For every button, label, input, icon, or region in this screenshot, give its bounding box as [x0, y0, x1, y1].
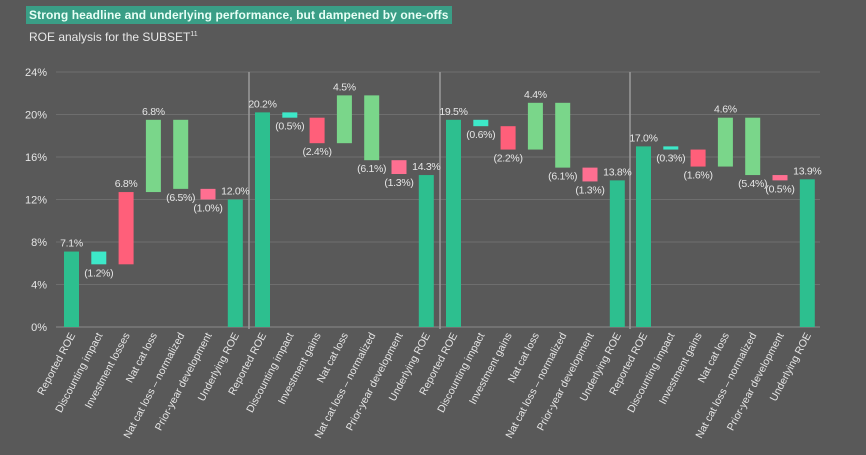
waterfall-bar	[772, 175, 788, 181]
waterfall-bar	[609, 180, 625, 327]
waterfall-bar	[799, 179, 815, 327]
value-label: 6.8%	[142, 106, 165, 118]
waterfall-bar	[91, 251, 107, 265]
waterfall-bar	[309, 117, 325, 144]
chart-subtitle: ROE analysis for the SUBSET11	[29, 30, 198, 44]
y-tick-label: 8%	[31, 237, 47, 249]
value-label: (1.3%)	[384, 177, 413, 189]
waterfall-bar	[391, 160, 407, 174]
value-label: (2.2%)	[494, 153, 523, 165]
value-label: (0.5%)	[275, 121, 304, 133]
y-tick-label: 12%	[25, 195, 47, 207]
waterfall-bar	[418, 175, 434, 327]
waterfall-bar	[64, 251, 79, 327]
waterfall-bar	[227, 199, 243, 327]
waterfall-bar	[145, 119, 161, 193]
value-label: (1.6%)	[684, 170, 713, 182]
value-label: 13.9%	[793, 165, 821, 177]
waterfall-bar	[364, 95, 380, 161]
waterfall-bar	[473, 119, 489, 127]
footnote-marker: 11	[190, 31, 198, 38]
value-label: (6.1%)	[357, 163, 386, 175]
chart-headline: Strong headline and underlying performan…	[26, 6, 452, 24]
y-tick-label: 16%	[25, 152, 47, 164]
y-tick-label: 0%	[31, 322, 47, 334]
value-label: 17.0%	[629, 132, 657, 144]
value-label: (0.6%)	[466, 129, 495, 141]
waterfall-bar	[255, 112, 270, 327]
waterfall-bar	[717, 117, 733, 167]
waterfall-bar	[582, 167, 598, 182]
y-tick-label: 4%	[31, 280, 47, 292]
value-label: (5.4%)	[738, 178, 767, 190]
y-tick-label: 24%	[25, 67, 47, 79]
value-label: 14.3%	[412, 161, 440, 173]
value-label: 4.6%	[714, 104, 737, 116]
waterfall-bar	[118, 192, 134, 265]
waterfall-bar	[500, 126, 516, 150]
value-label: (0.3%)	[656, 153, 685, 165]
value-label: (6.1%)	[548, 171, 577, 183]
value-label: (0.5%)	[765, 183, 794, 195]
value-label: (1.2%)	[84, 267, 113, 279]
waterfall-bar	[173, 119, 189, 189]
value-label: (1.0%)	[193, 203, 222, 215]
waterfall-bar	[555, 102, 571, 168]
waterfall-bar	[282, 112, 298, 118]
waterfall-bar	[663, 146, 679, 150]
value-label: (6.5%)	[166, 192, 195, 204]
value-label: 4.5%	[333, 81, 356, 93]
value-label: 19.5%	[439, 106, 467, 118]
value-label: (1.3%)	[575, 184, 604, 196]
waterfall-bar	[336, 95, 352, 144]
value-label: 13.8%	[603, 166, 631, 178]
waterfall-bar	[636, 146, 651, 327]
value-label: 20.2%	[248, 98, 276, 110]
waterfall-bar	[745, 117, 761, 176]
value-label: 4.4%	[524, 89, 547, 101]
y-tick-label: 20%	[25, 110, 47, 122]
value-label: 6.8%	[115, 178, 138, 190]
value-label: (2.4%)	[303, 146, 332, 158]
waterfall-bar	[446, 119, 461, 327]
value-label: 7.1%	[60, 238, 83, 250]
waterfall-bar	[690, 149, 706, 167]
waterfall-bar	[527, 102, 543, 150]
waterfall-bar	[200, 188, 216, 200]
value-label: 12.0%	[221, 186, 249, 198]
subtitle-text: ROE analysis for the SUBSET	[29, 30, 191, 44]
